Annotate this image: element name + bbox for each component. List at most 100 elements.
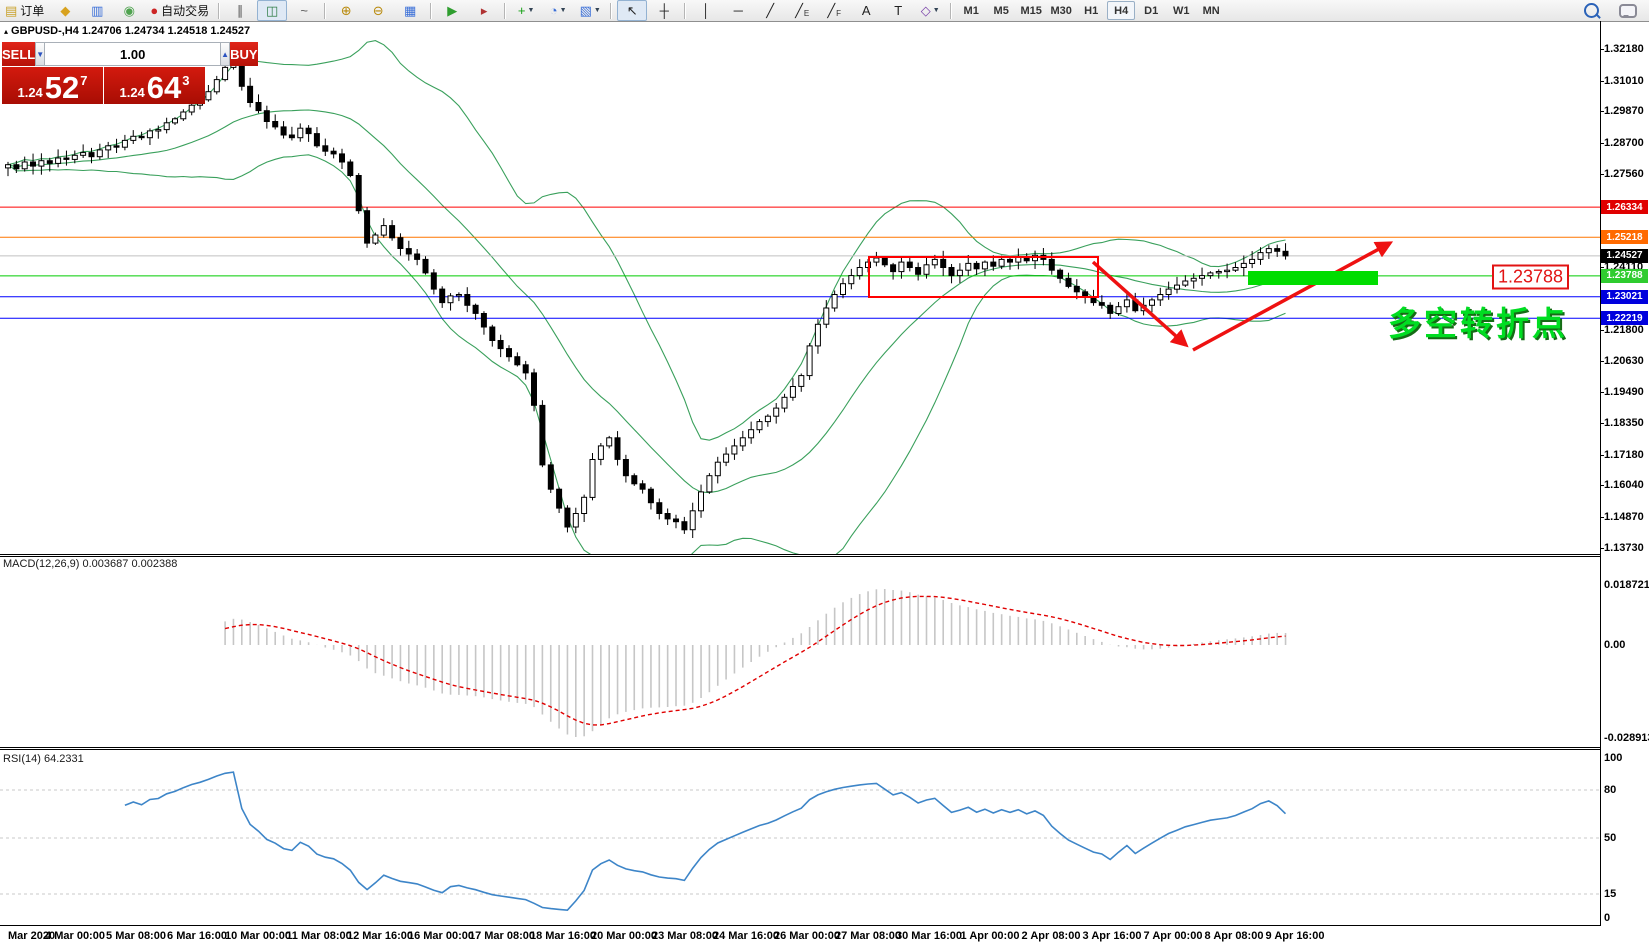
text-button[interactable]: A: [851, 0, 881, 21]
timeframe-button-m1[interactable]: M1: [963, 4, 979, 17]
zoom-in-button[interactable]: ⊕: [331, 0, 361, 21]
cursor-button[interactable]: ↖: [617, 0, 648, 21]
sub-letter: F: [836, 9, 842, 18]
tile-windows-button[interactable]: ▦: [395, 0, 425, 21]
price-axis-label: 1.17180: [1604, 448, 1644, 461]
rsi-label: RSI(14) 64.2331: [3, 753, 84, 765]
volume-up-button[interactable]: ▲: [220, 42, 231, 66]
rsi-scale-label: 50: [1604, 832, 1617, 844]
arrows-button[interactable]: ◇ ▼: [915, 0, 945, 21]
time-axis-label: 27 Mar 08:00: [834, 930, 902, 942]
macd-scale-top: 0.018721: [1604, 579, 1649, 592]
chat-button[interactable]: [1613, 0, 1643, 21]
rsi-pane-canvas[interactable]: [0, 750, 1600, 925]
cursor-icon: ↖: [626, 3, 638, 18]
support-highlight-bar[interactable]: [1248, 271, 1378, 285]
channel-button[interactable]: ╱ E: [787, 0, 817, 21]
volume-down-button[interactable]: ▼: [35, 42, 46, 66]
timeframe-button-h4[interactable]: H4: [1107, 1, 1136, 20]
auto-scroll-button[interactable]: ▶: [437, 0, 467, 21]
pane-divider[interactable]: [0, 554, 1601, 557]
trendline-button[interactable]: ╱: [755, 0, 785, 21]
price-axis-label: 1.27560: [1604, 167, 1644, 180]
time-axis-label: 3 Apr 16:00: [1082, 930, 1142, 942]
line-chart-button[interactable]: ~: [289, 0, 319, 21]
market-watch-button[interactable]: ◆: [50, 0, 80, 21]
indicators-button[interactable]: + ▼: [511, 0, 541, 21]
time-axis-label: 6 Mar 16:00: [167, 930, 227, 942]
hline-button[interactable]: ─: [723, 0, 753, 21]
price-badge: 1.22219: [1601, 311, 1648, 326]
timeframe-button-m15[interactable]: M15: [1020, 4, 1042, 17]
timeframe-button-m30[interactable]: M30: [1050, 4, 1072, 17]
auto-trading-button-label: 自动交易: [161, 4, 210, 18]
rsi-scale-label: 80: [1604, 784, 1617, 796]
annotation-rectangle[interactable]: [868, 256, 1099, 298]
text-label-button[interactable]: T: [883, 0, 913, 21]
time-axis-label: 23 Mar 08:00: [651, 930, 719, 942]
chart-shift-icon: ▸: [480, 3, 488, 18]
periods-button[interactable]: ◔ ▼: [543, 0, 573, 21]
search-button[interactable]: [1576, 0, 1606, 21]
sell-price[interactable]: 1.24 52 7: [2, 67, 103, 104]
time-axis-label: 5 Mar 08:00: [106, 930, 166, 942]
templates-button[interactable]: ▧ ▼: [575, 0, 605, 21]
crosshair-button[interactable]: ┼: [649, 0, 679, 21]
buy-price[interactable]: 1.24 64 3: [104, 67, 205, 104]
bollinger-bands: [7, 40, 1286, 554]
price-axis-label: 1.20630: [1604, 355, 1644, 368]
buy-button[interactable]: BUY: [230, 42, 258, 66]
annotation-price-tag[interactable]: 1.23788: [1492, 264, 1570, 290]
time-axis-label: 17 Mar 08:00: [468, 930, 536, 942]
time-axis-label: 1 Apr 00:00: [960, 930, 1020, 942]
timeframe-button-w1[interactable]: W1: [1172, 4, 1190, 17]
main-chart-canvas[interactable]: [0, 21, 1600, 554]
price-badge: 1.24527: [1601, 248, 1648, 263]
bar-chart-icon: ∥: [236, 3, 244, 18]
candle-chart-button[interactable]: ◫: [257, 0, 288, 21]
price-axis-tick: [1600, 361, 1604, 363]
crosshair-icon: ┼: [659, 3, 669, 18]
dropdown-caret-icon: ▼: [559, 7, 567, 14]
annotation-chinese-note[interactable]: 多空转折点: [1388, 305, 1568, 342]
auto-trading-button[interactable]: ● 自动交易: [146, 0, 213, 21]
horizontal-level-lines[interactable]: [0, 206, 1600, 319]
vline-button[interactable]: │: [691, 0, 721, 21]
timeframe-button-d1[interactable]: D1: [1144, 4, 1159, 17]
profile-button[interactable]: ▥: [82, 0, 112, 21]
price-axis-line[interactable]: [1600, 21, 1601, 926]
arrows-icon: ◇: [920, 3, 931, 18]
pane-divider[interactable]: [0, 747, 1601, 750]
signal-button[interactable]: ◉: [114, 0, 144, 21]
auto-trading-icon: ●: [150, 3, 159, 18]
fibonacci-button[interactable]: ╱ F: [819, 0, 849, 21]
price-axis-tick: [1600, 422, 1604, 424]
price-axis-label: 1.31010: [1604, 74, 1644, 87]
time-axis-label: 8 Apr 08:00: [1204, 930, 1264, 942]
timeframe-button-m5[interactable]: M5: [993, 4, 1009, 17]
order-tail-button[interactable]: ▤ 订单: [1, 0, 48, 21]
timeframe-button-mn[interactable]: MN: [1202, 4, 1220, 17]
macd-histogram: [224, 589, 1287, 737]
macd-pane-canvas[interactable]: [0, 557, 1600, 747]
bar-chart-button[interactable]: ∥: [225, 0, 255, 21]
zoom-out-button[interactable]: ⊖: [363, 0, 393, 21]
text-label-icon: T: [894, 3, 903, 18]
sell-button[interactable]: SELL: [2, 42, 36, 66]
price-axis-tick: [1600, 143, 1604, 145]
timeframe-button-h1[interactable]: H1: [1084, 4, 1099, 17]
price-axis-tick: [1600, 267, 1604, 269]
chart-shift-button[interactable]: ▸: [469, 0, 499, 21]
text-icon: A: [861, 3, 871, 18]
toolbar-separator: [218, 2, 221, 19]
indicators-icon: +: [517, 3, 526, 18]
time-axis-label: 7 Apr 00:00: [1143, 930, 1203, 942]
time-axis-label: 18 Mar 16:00: [529, 930, 597, 942]
time-axis-label: 30 Mar 16:00: [895, 930, 963, 942]
price-axis-tick: [1600, 392, 1604, 394]
price-axis-label: 1.14870: [1604, 511, 1644, 524]
volume-input[interactable]: [45, 42, 221, 66]
price-axis-tick: [1600, 547, 1604, 549]
trend-arrows[interactable]: [1091, 241, 1394, 352]
